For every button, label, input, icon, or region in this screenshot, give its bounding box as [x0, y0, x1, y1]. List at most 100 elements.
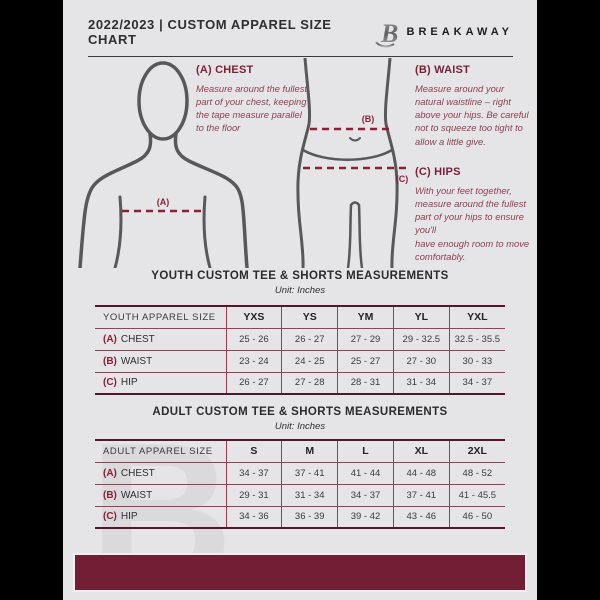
chest-instruction-text: Measure around the fullest part of your …	[196, 83, 308, 134]
adult-unit-label: Unit: Inches	[274, 421, 326, 432]
header-divider	[88, 56, 513, 57]
table-cell: 48 - 52	[448, 462, 505, 485]
measure-label: CHEST	[120, 333, 155, 345]
waist-instruction-text: Measure around your natural waistline – …	[415, 83, 529, 147]
youth-size-column-header: YOUTH APPAREL SIZE	[95, 306, 226, 329]
adult-chest-label: (A) CHEST	[95, 462, 226, 485]
measure-letter-a: (A)	[103, 467, 117, 479]
adult-size-m-header: M	[281, 440, 338, 463]
breakaway-logo-icon: B	[374, 19, 398, 48]
measure-letter-b: (B)	[103, 489, 117, 501]
adult-size-table: ADULT APPAREL SIZE S M L XL 2XL (A) CHEST…	[95, 439, 505, 529]
measure-label: HIP	[120, 377, 138, 389]
navel-mark	[349, 137, 361, 142]
table-cell: 37 - 41	[392, 484, 450, 507]
measure-label: CHEST	[120, 467, 155, 479]
youth-unit-label: Unit: Inches	[274, 285, 326, 296]
chest-line-label: (A)	[157, 197, 170, 207]
adult-section-title: ADULT CUSTOM TEE & SHORTS MEASUREMENTS	[152, 406, 448, 418]
table-cell: 27 - 30	[392, 350, 450, 373]
hip-curve	[301, 148, 394, 161]
youth-size-yl-header: YL	[392, 306, 450, 329]
adult-size-column-header: ADULT APPAREL SIZE	[95, 440, 226, 463]
table-cell: 29 - 32.5	[392, 328, 450, 351]
youth-size-yxs-header: YXS	[225, 306, 282, 329]
adult-table-header-row: ADULT APPAREL SIZE S M L XL 2XL	[95, 440, 505, 463]
table-cell: 25 - 26	[225, 328, 282, 351]
measure-label: WAIST	[120, 489, 153, 501]
svg-text:B: B	[380, 19, 398, 48]
document-canvas: B 2022/2023 | CUSTOM APPAREL SIZE CHART …	[63, 0, 537, 600]
table-cell: 32.5 - 35.5	[448, 328, 505, 351]
lower-body-diagram: (B) (C)	[296, 58, 409, 268]
table-cell: 34 - 37	[225, 462, 282, 485]
youth-size-ym-header: YM	[337, 306, 394, 329]
table-cell: 26 - 27	[225, 372, 282, 395]
measure-letter-c: (C)	[103, 377, 117, 389]
youth-hip-label: (C) HIP	[95, 372, 226, 395]
brand-lockup: B BREAKAWAY	[374, 16, 514, 48]
adult-hip-label: (C) HIP	[95, 506, 226, 529]
youth-chest-label: (A) CHEST	[95, 328, 226, 351]
table-cell: 36 - 39	[281, 506, 338, 529]
document-header: 2022/2023 | CUSTOM APPAREL SIZE CHART B	[88, 16, 513, 48]
table-cell: 31 - 34	[392, 372, 450, 395]
table-cell: 46 - 50	[448, 506, 505, 529]
page-title: 2022/2023 | CUSTOM APPAREL SIZE CHART	[88, 17, 332, 47]
youth-section-title: YOUTH CUSTOM TEE & SHORTS MEASUREMENTS	[151, 270, 449, 282]
chest-instruction-block: (A) CHEST Measure around the fullest par…	[196, 64, 308, 135]
youth-waist-row: (B) WAIST 23 - 24 24 - 25 25 - 27 27 - 30…	[95, 350, 505, 373]
adult-waist-row: (B) WAIST 29 - 31 31 - 34 34 - 37 37 - 41…	[95, 484, 505, 507]
table-cell: 37 - 41	[281, 462, 338, 485]
table-cell: 31 - 34	[281, 484, 338, 507]
table-cell: 27 - 29	[337, 328, 394, 351]
youth-table-header-row: YOUTH APPAREL SIZE YXS YS YM YL YXL	[95, 306, 505, 329]
table-cell: 24 - 25	[281, 350, 338, 373]
table-cell: 30 - 33	[448, 350, 505, 373]
table-cell: 34 - 36	[225, 506, 282, 529]
measure-label: WAIST	[120, 355, 153, 367]
hip-line-label: (C)	[396, 174, 409, 184]
table-cell: 39 - 42	[337, 506, 394, 529]
adult-waist-label: (B) WAIST	[95, 484, 226, 507]
brand-name: BREAKAWAY	[406, 26, 513, 38]
adult-size-s-header: S	[225, 440, 282, 463]
table-cell: 44 - 48	[392, 462, 450, 485]
hips-instruction-title: (C) HIPS	[415, 166, 461, 178]
measure-letter-c: (C)	[103, 511, 117, 523]
youth-size-yxl-header: YXL	[448, 306, 505, 329]
table-cell: 27 - 28	[281, 372, 338, 395]
youth-size-ys-header: YS	[281, 306, 338, 329]
table-cell: 41 - 44	[337, 462, 394, 485]
chest-instruction-title: (A) CHEST	[196, 64, 254, 76]
youth-waist-label: (B) WAIST	[95, 350, 226, 373]
youth-chest-row: (A) CHEST 25 - 26 26 - 27 27 - 29 29 - 32…	[95, 328, 505, 351]
adult-size-l-header: L	[337, 440, 394, 463]
adult-size-xl-header: XL	[392, 440, 450, 463]
waist-instruction-title: (B) WAIST	[415, 64, 470, 76]
waist-line-label: (B)	[362, 114, 375, 124]
measure-label: HIP	[120, 511, 138, 523]
measure-letter-b: (B)	[103, 355, 117, 367]
youth-hip-row: (C) HIP 26 - 27 27 - 28 28 - 31 31 - 34 3…	[95, 372, 505, 395]
waist-instruction-block: (B) WAIST Measure around your natural wa…	[415, 64, 533, 148]
table-cell: 41 - 45.5	[448, 484, 505, 507]
table-cell: 28 - 31	[337, 372, 394, 395]
footer-accent-bar	[73, 553, 527, 592]
youth-size-table: YOUTH APPAREL SIZE YXS YS YM YL YXL (A) C…	[95, 305, 505, 395]
measure-letter-a: (A)	[103, 333, 117, 345]
table-cell: 23 - 24	[225, 350, 282, 373]
table-cell: 25 - 27	[337, 350, 394, 373]
table-cell: 26 - 27	[281, 328, 338, 351]
table-cell: 34 - 37	[337, 484, 394, 507]
table-cell: 34 - 37	[448, 372, 505, 395]
hips-instruction-text: With your feet together, measure around …	[415, 185, 530, 262]
adult-hip-row: (C) HIP 34 - 36 36 - 39 39 - 42 43 - 46 4…	[95, 506, 505, 529]
torso-diagram: (A)	[78, 61, 249, 268]
hips-instruction-block: (C) HIPS With your feet together, measur…	[415, 166, 535, 263]
adult-chest-row: (A) CHEST 34 - 37 37 - 41 41 - 44 44 - 48…	[95, 462, 505, 485]
table-cell: 29 - 31	[225, 484, 282, 507]
adult-size-2xl-header: 2XL	[448, 440, 505, 463]
table-cell: 43 - 46	[392, 506, 450, 529]
